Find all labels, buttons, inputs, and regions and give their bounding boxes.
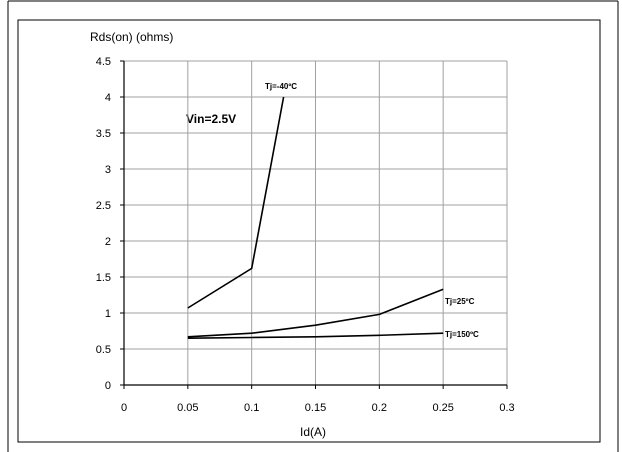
y-tick-label: 0.5 — [96, 344, 111, 356]
y-tick-label: 1.5 — [96, 272, 111, 284]
x-tick-label: 0 — [121, 402, 127, 414]
series-line-2 — [187, 332, 444, 339]
plot-axes — [120, 60, 508, 389]
x-tick-label: 0.25 — [432, 402, 453, 414]
series-label-2: Tj=150ºC — [445, 330, 479, 339]
x-tick-label: 0.1 — [244, 402, 259, 414]
x-axis-label: Id(A) — [300, 425, 326, 439]
y-tick-label: 1 — [105, 308, 111, 320]
data-series — [187, 96, 444, 339]
plot-grid — [124, 60, 508, 385]
y-axis-label: Rds(on) (ohms) — [90, 30, 173, 44]
chart-area-border — [17, 19, 601, 443]
x-tick-label: 0.05 — [177, 402, 198, 414]
y-tick-label: 3 — [105, 164, 111, 176]
x-tick-label: 0.2 — [372, 402, 387, 414]
y-tick-label: 2.5 — [96, 200, 111, 212]
x-tick-label: 0.3 — [499, 402, 514, 414]
y-tick-label: 2 — [105, 236, 111, 248]
series-labels: Tj=-40ºC Tj=25ºC Tj=150ºC — [265, 82, 479, 339]
series-label-1: Tj=25ºC — [445, 297, 475, 306]
series-line-0 — [187, 96, 285, 309]
y-tick-label: 0 — [105, 380, 111, 392]
y-tick-label: 4.5 — [96, 56, 111, 68]
x-tick-label: 0.15 — [305, 402, 326, 414]
y-tick-label: 4 — [105, 92, 111, 104]
y-tick-label: 3.5 — [96, 128, 111, 140]
series-label-0: Tj=-40ºC — [265, 82, 297, 91]
series-line-1 — [187, 288, 444, 338]
tick-labels: 0 0.5 1 1.5 2 2.5 3 3.5 4 4.5 0 0.05 0.1 0.15 0.2 0.25 0… — [96, 56, 515, 414]
vin-annotation: Vin=2.5V — [186, 112, 236, 126]
